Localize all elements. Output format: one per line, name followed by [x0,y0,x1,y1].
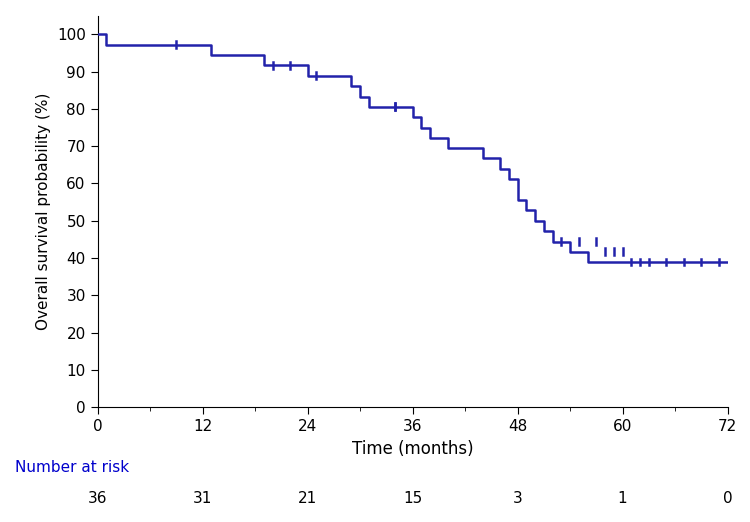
Text: 15: 15 [403,491,422,506]
Text: 36: 36 [88,491,107,506]
Y-axis label: Overall survival probability (%): Overall survival probability (%) [36,93,51,330]
X-axis label: Time (months): Time (months) [352,440,473,457]
Text: 0: 0 [723,491,732,506]
Text: Number at risk: Number at risk [15,460,129,474]
Text: 3: 3 [513,491,522,506]
Text: 1: 1 [618,491,627,506]
Text: 21: 21 [298,491,317,506]
Text: 31: 31 [193,491,212,506]
